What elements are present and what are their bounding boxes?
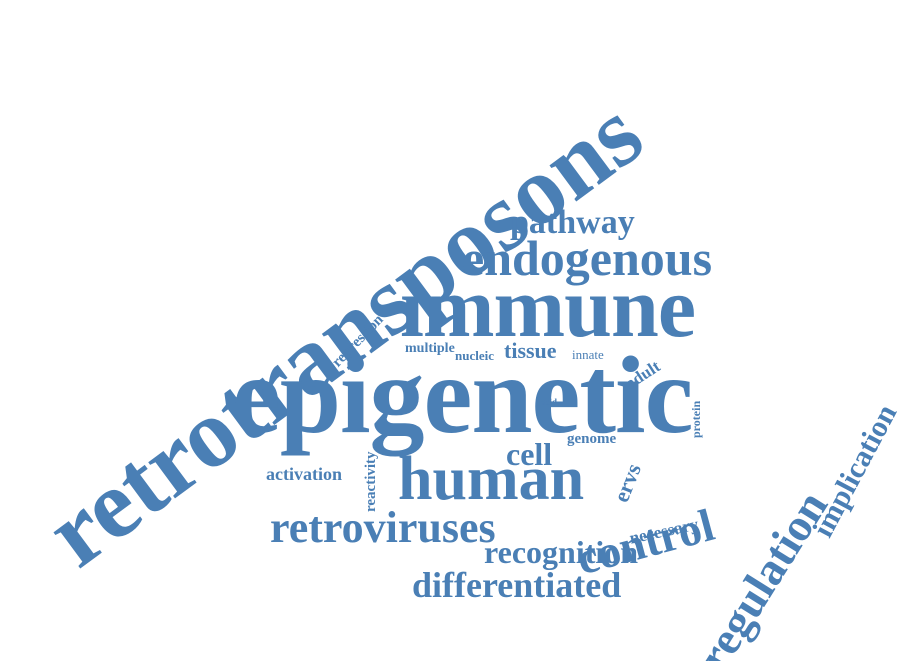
word-genome: genome: [567, 431, 617, 447]
word-recognition: recognition: [484, 534, 639, 570]
word-pathway: pathway: [510, 204, 635, 241]
word-innate: innate: [572, 347, 604, 362]
word-human: human: [398, 445, 585, 513]
word-tissue: tissue: [504, 338, 557, 363]
word-cell: cell: [506, 436, 553, 472]
word-reactivity: reactivity: [363, 451, 379, 512]
word-activation: activation: [266, 464, 342, 484]
word-immune: immune: [400, 259, 696, 355]
word-implication: implication: [806, 399, 900, 543]
word-nucleic: nucleic: [455, 348, 494, 363]
word-differentiated: differentiated: [412, 565, 622, 605]
word-ervs: ervs: [608, 460, 646, 506]
word-multiple: multiple: [405, 341, 455, 356]
word-protein: protein: [689, 400, 703, 438]
word-retroviruses: retroviruses: [270, 503, 496, 552]
word-epigenetic: epigenetic: [232, 334, 693, 456]
word-endogenous: endogenous: [462, 230, 713, 286]
word-acid: acid: [541, 397, 558, 407]
